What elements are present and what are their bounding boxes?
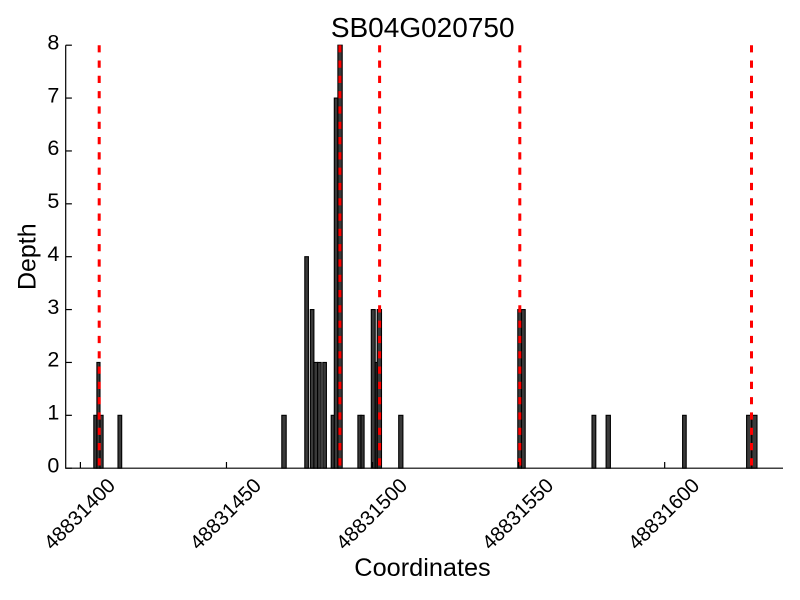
svg-text:Coordinates: Coordinates bbox=[354, 554, 490, 582]
svg-text:8: 8 bbox=[47, 30, 59, 54]
svg-text:4: 4 bbox=[47, 242, 59, 266]
svg-text:7: 7 bbox=[47, 83, 59, 107]
svg-text:SB04G020750: SB04G020750 bbox=[331, 12, 515, 43]
svg-text:6: 6 bbox=[47, 136, 59, 160]
svg-text:1: 1 bbox=[47, 401, 59, 425]
svg-text:0: 0 bbox=[47, 453, 59, 477]
svg-text:Depth: Depth bbox=[13, 223, 41, 290]
svg-text:3: 3 bbox=[47, 295, 59, 319]
svg-text:5: 5 bbox=[47, 189, 59, 213]
svg-text:2: 2 bbox=[47, 348, 59, 372]
